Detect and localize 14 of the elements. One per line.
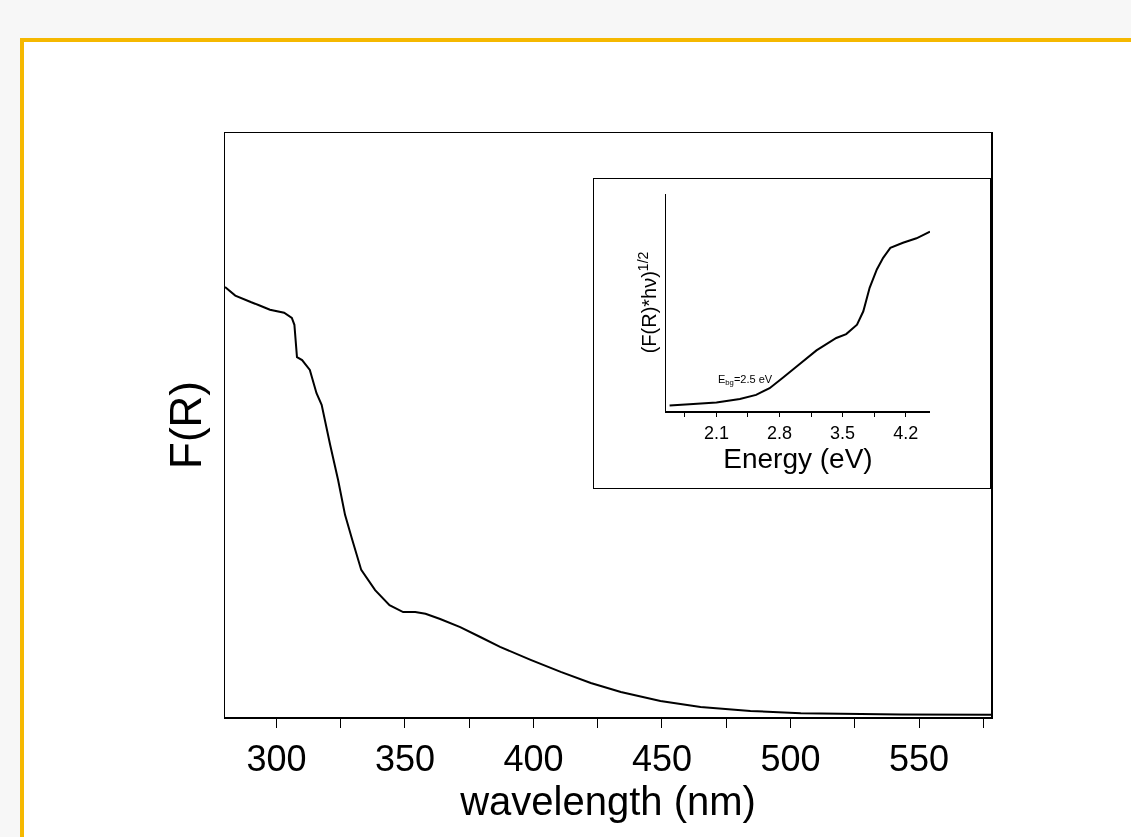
annotation: E$_{bg}$=2.5 eV bbox=[718, 373, 773, 388]
x-axis-title: wavelength (nm) bbox=[459, 778, 756, 823]
x-tick-label: 3.5 bbox=[830, 422, 856, 443]
y-axis-title: F(R) bbox=[160, 381, 210, 469]
x-tick-label: 4.2 bbox=[893, 422, 919, 443]
x-tick-label: 450 bbox=[631, 737, 693, 779]
x-tick-label: 300 bbox=[246, 737, 307, 779]
x-tick-label: 350 bbox=[374, 737, 435, 779]
x-tick-label: 500 bbox=[760, 737, 821, 779]
x-axis-title: Energy (eV) bbox=[723, 442, 873, 474]
x-tick-label: 550 bbox=[888, 737, 950, 779]
x-tick-label: 2.1 bbox=[703, 422, 729, 443]
x-tick-label: 2.8 bbox=[767, 422, 793, 443]
x-tick-label: 400 bbox=[503, 737, 564, 779]
